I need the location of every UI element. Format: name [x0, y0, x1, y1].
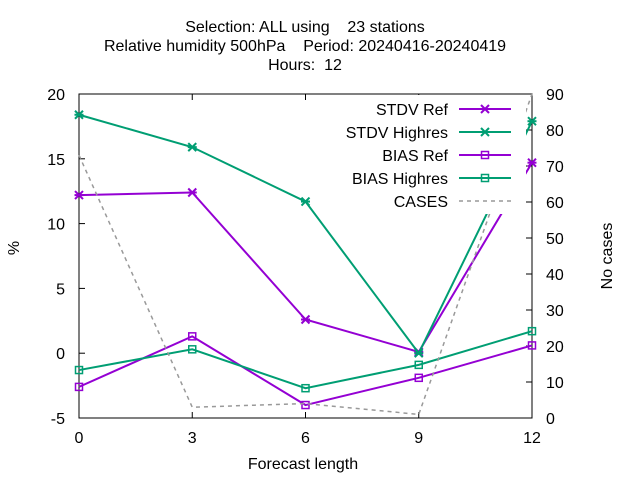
data-point-0 [300, 314, 311, 325]
data-point-3 [527, 326, 537, 336]
y2-tick-label: 60 [546, 195, 564, 212]
x-axis-label: Forecast length [247, 456, 359, 473]
chart-title-line-3: Hours: 12 [268, 57, 342, 74]
y2-tick-label: 0 [546, 411, 555, 428]
y2-tick-label: 20 [546, 339, 564, 356]
y-tick-label: 5 [56, 281, 65, 298]
y2-tick-label: 50 [546, 231, 564, 248]
data-point-1 [300, 196, 311, 207]
data-point-3 [414, 360, 423, 370]
data-point-3 [74, 365, 84, 375]
y2-tick-label: 90 [546, 87, 564, 104]
y-tick-label: 20 [47, 87, 65, 104]
legend-swatch-marker [480, 127, 490, 137]
y-tick-label: 10 [47, 217, 65, 234]
series-line-4 [78, 93, 533, 416]
data-point-0 [527, 157, 537, 168]
data-point-0 [74, 190, 84, 200]
x-tick-label: 12 [523, 430, 541, 447]
data-point-2 [414, 373, 423, 383]
data-point-2 [527, 341, 537, 350]
legend-label: CASES [394, 194, 448, 211]
x-tick-label: 9 [414, 430, 423, 447]
series-line-3 [78, 330, 533, 390]
x-tick-label: 0 [75, 430, 84, 447]
data-point-1 [414, 348, 424, 358]
chart-title-line-1: Selection: ALL using 23 stations [185, 19, 425, 36]
legend-swatch-marker [480, 150, 490, 160]
legend-swatch-marker [480, 173, 490, 183]
data-point-2 [188, 332, 197, 341]
data-point-2 [301, 400, 310, 410]
legend-label: STDV Highres [346, 125, 448, 142]
series-line-2 [78, 335, 533, 407]
legend-label: STDV Ref [376, 102, 449, 119]
data-point-2 [74, 382, 84, 392]
data-point-0 [187, 187, 197, 198]
x-tick-label: 6 [301, 430, 310, 447]
data-point-3 [188, 345, 197, 354]
legend-label: BIAS Highres [352, 171, 448, 188]
legend-label: BIAS Ref [382, 148, 448, 165]
y2-tick-label: 40 [546, 267, 564, 284]
chart-title-line-2: Relative humidity 500hPa Period: 2024041… [103, 38, 507, 55]
legend-swatch-marker [480, 104, 490, 114]
data-point-1 [527, 116, 537, 126]
data-point-3 [301, 383, 310, 393]
data-point-1 [187, 142, 197, 152]
y-tick-label: -5 [51, 411, 65, 428]
x-tick-label: 3 [188, 430, 197, 447]
y-tick-label: 0 [56, 346, 65, 363]
y2-tick-label: 80 [546, 123, 564, 140]
y2-tick-label: 30 [546, 303, 564, 320]
y2-tick-label: 10 [546, 375, 564, 392]
y-tick-label: 15 [47, 152, 65, 169]
y2-tick-label: 70 [546, 159, 564, 176]
data-point-1 [74, 110, 84, 120]
